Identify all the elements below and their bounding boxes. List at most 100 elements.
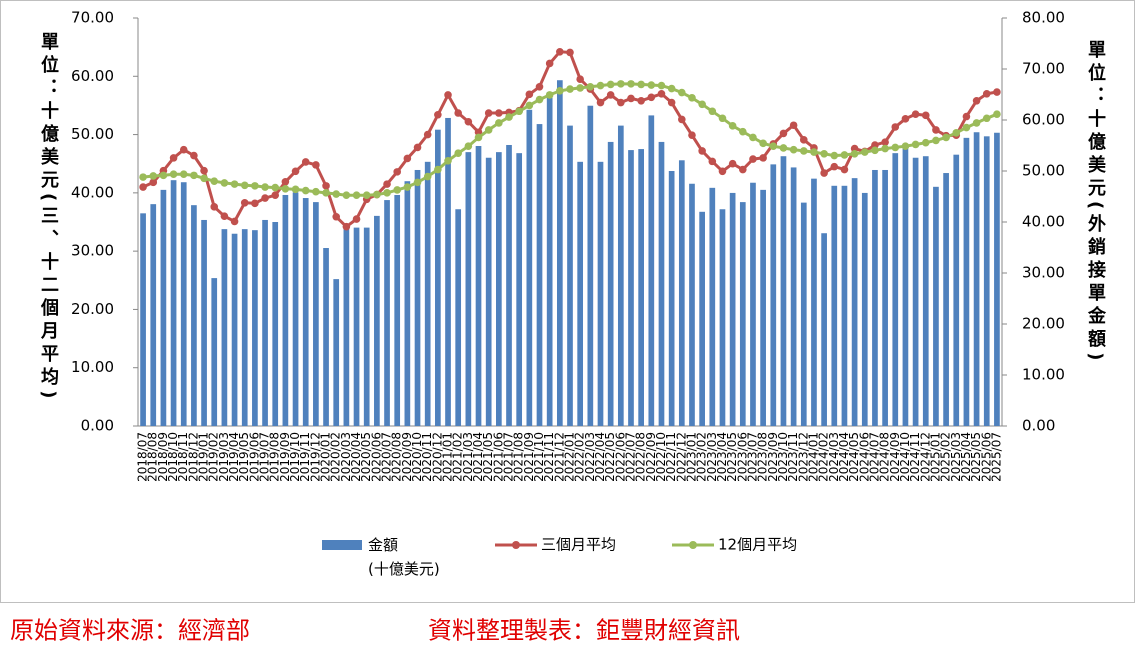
line-marker [149,172,158,180]
line-marker [230,180,239,188]
x-tick-label: 2022/03 [583,432,597,482]
bar [811,178,817,426]
line-marker [413,143,422,152]
line-marker [993,88,1001,96]
x-tick-label: 2023/03 [705,432,719,482]
line-marker [739,127,747,136]
bar [363,227,370,426]
bar [750,182,756,426]
y2-tick-label: 50.00 [1022,162,1065,180]
line-marker [850,150,859,158]
x-tick-label: 2018/07 [136,432,150,482]
bar [994,132,1000,426]
bar [851,178,858,426]
bar [272,222,279,426]
bar [790,167,797,426]
line-marker [383,189,391,197]
bar [231,233,238,426]
x-tick-label: 2022/07 [623,432,637,482]
x-tick-label: 2023/07 [745,432,759,482]
bar [912,157,919,427]
bar [983,136,990,426]
line-marker [332,190,341,198]
line-marker [525,101,534,110]
footer-maker: 資料整理製表：鉅豐財經資訊 [428,617,740,645]
x-tick-label: 2022/06 [613,432,627,482]
legend-marker [689,541,697,549]
x-tick-label: 2020/06 [369,432,383,482]
x-tick-label: 2021/07 [502,432,516,482]
line-marker [972,119,981,127]
bar [394,194,401,426]
line-marker [586,82,595,91]
x-tick-label: 2022/04 [593,432,607,482]
line-marker [911,110,920,118]
line-marker [566,85,574,93]
line-marker [993,110,1001,118]
line-marker [413,178,422,187]
line-marker [179,170,188,179]
line-marker [383,180,391,188]
line-marker [444,91,452,99]
x-tick-label: 2018/09 [156,432,170,482]
line-marker [982,114,991,123]
line-marker [444,157,452,165]
bar [709,187,716,426]
line-marker [901,115,910,123]
line-marker [200,166,208,175]
line-marker [657,89,666,98]
y-tick-label: 10.00 [71,358,114,376]
bar [506,144,512,427]
x-tick-label: 2020/08 [390,432,404,482]
bar [465,152,472,426]
bar [384,200,390,426]
bar [323,248,329,426]
x-tick-label: 2025/06 [979,432,993,482]
x-tick-label: 2024/01 [806,432,820,482]
line-marker [891,123,900,131]
x-tick-label: 2020/09 [400,432,414,482]
line-marker [850,144,859,153]
bar [374,215,380,426]
bar [892,153,899,426]
x-tick-label: 2019/09 [278,432,292,482]
bar [861,192,868,426]
x-tick-label: 2023/10 [776,432,790,482]
bar [729,192,736,426]
line-marker [251,182,259,190]
line-marker [464,117,473,126]
line-marker [789,121,798,130]
bar [445,117,451,427]
line-marker [769,142,778,151]
y2-tick-label: 70.00 [1022,60,1065,78]
line-marker [617,98,625,107]
line-marker [373,190,381,199]
line-marker [830,162,839,171]
bar [658,141,665,426]
line-marker [535,82,544,91]
line-marker [932,126,940,134]
line-marker [403,154,412,163]
x-tick-label: 2021/04 [471,432,485,482]
line-marker [291,167,300,176]
x-tick-label: 2024/04 [837,432,851,482]
bar [282,194,289,426]
bar [292,192,299,426]
x-tick-label: 2023/05 [725,432,739,482]
line-marker [657,81,666,90]
bar [780,156,787,426]
line-marker [484,126,493,134]
x-tick-label: 2019/03 [217,432,231,482]
x-tick-label: 2019/05 [237,432,251,482]
bar [180,182,187,426]
x-tick-label: 2021/11 [542,432,556,482]
line-marker [759,154,767,162]
x-tick-label: 2019/04 [227,432,241,482]
line-marker [779,144,788,152]
y-tick-label: 50.00 [71,125,114,143]
bar [241,229,248,426]
bar [211,278,218,426]
line-marker [698,100,706,109]
x-tick-label: 2025/01 [928,432,942,482]
bar [831,185,838,426]
